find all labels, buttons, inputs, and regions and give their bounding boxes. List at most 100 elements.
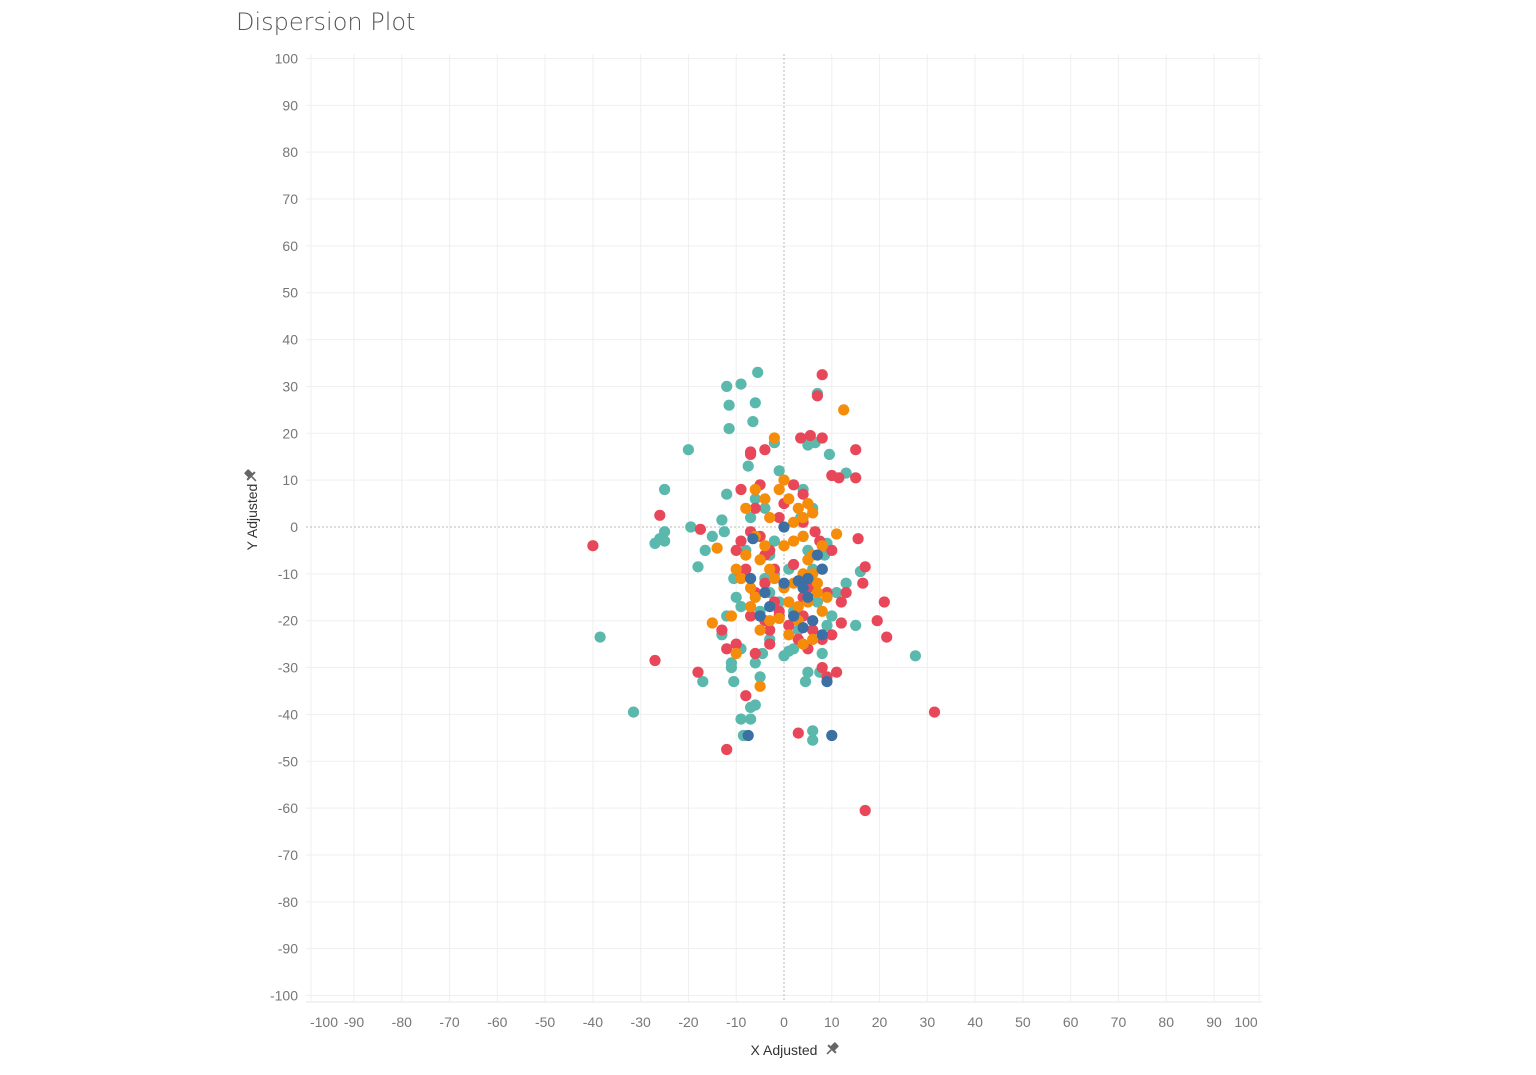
data-point[interactable]: [797, 488, 809, 500]
data-point[interactable]: [706, 617, 718, 629]
data-point[interactable]: [745, 446, 757, 458]
data-point[interactable]: [716, 514, 728, 526]
data-point[interactable]: [802, 498, 814, 510]
data-point[interactable]: [768, 432, 781, 444]
data-point[interactable]: [692, 666, 704, 678]
data-point[interactable]: [821, 591, 833, 603]
data-point[interactable]: [773, 511, 785, 524]
data-point[interactable]: [730, 647, 742, 660]
data-point[interactable]: [649, 654, 661, 667]
data-point[interactable]: [587, 540, 599, 552]
data-point[interactable]: [706, 530, 718, 543]
data-point[interactable]: [821, 619, 833, 632]
data-point[interactable]: [797, 511, 809, 524]
data-point[interactable]: [749, 647, 761, 660]
data-point[interactable]: [909, 650, 922, 662]
pin-icon[interactable]: [823, 1040, 841, 1058]
data-point[interactable]: [797, 638, 809, 650]
data-point[interactable]: [807, 615, 819, 627]
data-point[interactable]: [654, 509, 666, 521]
data-point[interactable]: [754, 624, 766, 636]
data-point[interactable]: [811, 549, 824, 561]
data-point[interactable]: [835, 596, 847, 608]
data-point[interactable]: [745, 601, 757, 613]
data-point[interactable]: [778, 577, 790, 589]
data-point[interactable]: [747, 416, 759, 428]
data-point[interactable]: [745, 701, 757, 714]
data-point[interactable]: [807, 624, 819, 636]
data-point[interactable]: [749, 657, 761, 669]
data-point[interactable]: [871, 615, 883, 627]
data-point[interactable]: [816, 647, 828, 660]
data-point[interactable]: [659, 526, 671, 538]
data-point[interactable]: [799, 676, 812, 688]
data-point[interactable]: [811, 577, 824, 589]
data-point[interactable]: [811, 390, 824, 402]
data-point[interactable]: [718, 526, 730, 538]
data-point[interactable]: [759, 577, 771, 589]
data-point[interactable]: [740, 549, 752, 561]
data-point[interactable]: [723, 423, 735, 435]
data-point[interactable]: [699, 544, 711, 557]
data-point[interactable]: [764, 511, 776, 524]
data-point[interactable]: [859, 804, 871, 817]
data-point[interactable]: [721, 380, 733, 392]
data-point[interactable]: [716, 624, 728, 636]
data-point[interactable]: [783, 596, 795, 608]
data-point[interactable]: [764, 601, 776, 613]
data-point[interactable]: [816, 540, 828, 552]
data-point[interactable]: [835, 617, 847, 629]
data-point[interactable]: [802, 572, 814, 585]
data-point[interactable]: [735, 601, 747, 613]
data-point[interactable]: [881, 631, 893, 643]
data-point[interactable]: [697, 676, 709, 688]
data-point[interactable]: [826, 610, 838, 622]
data-point[interactable]: [840, 577, 852, 589]
data-point[interactable]: [740, 502, 752, 514]
data-point[interactable]: [725, 662, 738, 674]
data-point[interactable]: [850, 619, 862, 632]
data-point[interactable]: [747, 533, 759, 545]
data-point[interactable]: [735, 713, 747, 725]
data-point[interactable]: [792, 601, 804, 613]
data-point[interactable]: [768, 572, 781, 585]
data-point[interactable]: [730, 638, 742, 650]
y-axis-title-group[interactable]: Y Adjusted: [242, 467, 260, 550]
data-point[interactable]: [759, 444, 771, 456]
data-point[interactable]: [816, 369, 828, 381]
data-point[interactable]: [754, 610, 766, 622]
data-point[interactable]: [816, 662, 828, 674]
data-point[interactable]: [778, 540, 790, 552]
data-point[interactable]: [788, 535, 800, 547]
data-point[interactable]: [754, 554, 766, 566]
data-point[interactable]: [730, 544, 742, 557]
data-point[interactable]: [826, 544, 838, 557]
data-point[interactable]: [764, 638, 776, 650]
data-point[interactable]: [807, 633, 819, 646]
data-point[interactable]: [749, 397, 761, 409]
data-point[interactable]: [627, 706, 640, 718]
data-point[interactable]: [764, 624, 776, 636]
data-point[interactable]: [802, 666, 814, 678]
data-point[interactable]: [745, 610, 757, 622]
data-point[interactable]: [850, 472, 862, 484]
data-point[interactable]: [694, 523, 707, 535]
data-point[interactable]: [773, 612, 785, 625]
data-point[interactable]: [878, 596, 890, 608]
data-point[interactable]: [759, 540, 771, 552]
data-point[interactable]: [792, 727, 804, 739]
data-point[interactable]: [816, 563, 828, 575]
data-point[interactable]: [816, 629, 828, 641]
data-point[interactable]: [788, 610, 800, 622]
data-point[interactable]: [797, 622, 809, 634]
data-point[interactable]: [807, 507, 819, 519]
data-point[interactable]: [802, 591, 814, 603]
data-point[interactable]: [723, 399, 735, 411]
data-point[interactable]: [721, 488, 733, 500]
data-point[interactable]: [773, 483, 785, 496]
data-point[interactable]: [850, 444, 862, 456]
data-point[interactable]: [833, 472, 845, 484]
data-point[interactable]: [685, 521, 697, 533]
data-point[interactable]: [721, 743, 733, 756]
data-point[interactable]: [594, 631, 606, 643]
